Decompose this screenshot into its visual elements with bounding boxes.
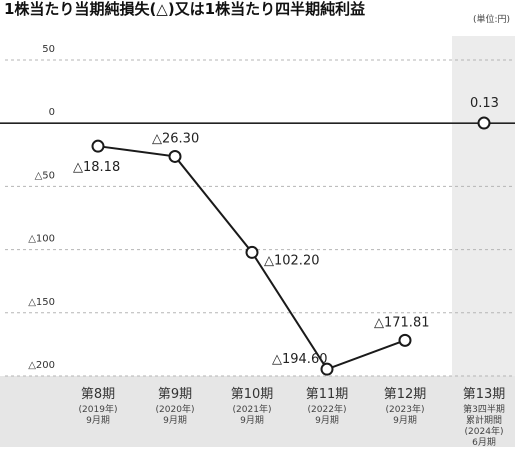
category-sublabel: 9月期 — [240, 415, 264, 426]
grid-layer — [0, 59, 515, 377]
data-point — [91, 139, 105, 153]
category-sublabel: (2024年) — [465, 425, 504, 437]
data-point — [477, 116, 491, 130]
x-axis-categories: 第8期(2019年)9月期第9期(2020年)9月期第10期(2021年)9月期… — [79, 387, 506, 448]
category-sublabel: (2023年) — [386, 403, 425, 415]
category-label: 第13期 — [463, 387, 506, 402]
chart-title: 1株当たり当期純損失(△)又は1株当たり四半期純利益 — [4, 0, 365, 18]
y-axis-ticks: 50 0 △50 △100 △150 △200 — [28, 44, 55, 371]
y-tick-label: △150 — [28, 297, 55, 308]
category-label: 第11期 — [306, 387, 349, 402]
category-sublabel: (2020年) — [156, 403, 195, 415]
latest-period-band — [452, 36, 515, 376]
category-sublabel: 第3四半期 — [463, 403, 505, 415]
data-label: △194.60 — [272, 352, 328, 367]
data-point — [168, 149, 182, 163]
data-point — [320, 362, 334, 376]
category-sublabel: (2019年) — [79, 403, 118, 415]
category-sublabel: 9月期 — [393, 415, 417, 426]
chart-unit: (単位:円) — [473, 13, 510, 25]
category-sublabel: 6月期 — [472, 437, 496, 447]
category-label: 第10期 — [231, 387, 274, 402]
category-sublabel: 9月期 — [86, 415, 110, 426]
y-tick-label: 0 — [49, 107, 55, 118]
data-point — [398, 333, 412, 347]
category-sublabel: (2021年) — [233, 403, 272, 415]
data-label: △18.18 — [73, 160, 120, 175]
data-label: △171.81 — [374, 315, 430, 330]
category-sublabel: 9月期 — [315, 415, 339, 426]
data-label: △26.30 — [152, 131, 199, 146]
series-layer — [91, 116, 491, 376]
data-label: 0.13 — [470, 96, 499, 111]
category-sublabel: (2022年) — [308, 403, 347, 415]
y-tick-label: 50 — [42, 44, 55, 55]
category-label: 第9期 — [158, 387, 192, 402]
category-sublabel: 9月期 — [163, 415, 187, 426]
y-tick-label: △100 — [28, 234, 55, 245]
category-label: 第12期 — [384, 387, 427, 402]
data-point — [245, 245, 259, 259]
category-sublabel: 累計期間 — [466, 414, 502, 426]
data-labels: △18.18 △26.30 △102.20 △194.60 △171.81 0.13 — [73, 96, 499, 367]
category-label: 第8期 — [81, 387, 115, 402]
category-axis-band — [0, 376, 515, 447]
data-label: △102.20 — [264, 253, 320, 268]
y-tick-label: △200 — [28, 360, 55, 371]
y-tick-label: △50 — [35, 170, 55, 181]
